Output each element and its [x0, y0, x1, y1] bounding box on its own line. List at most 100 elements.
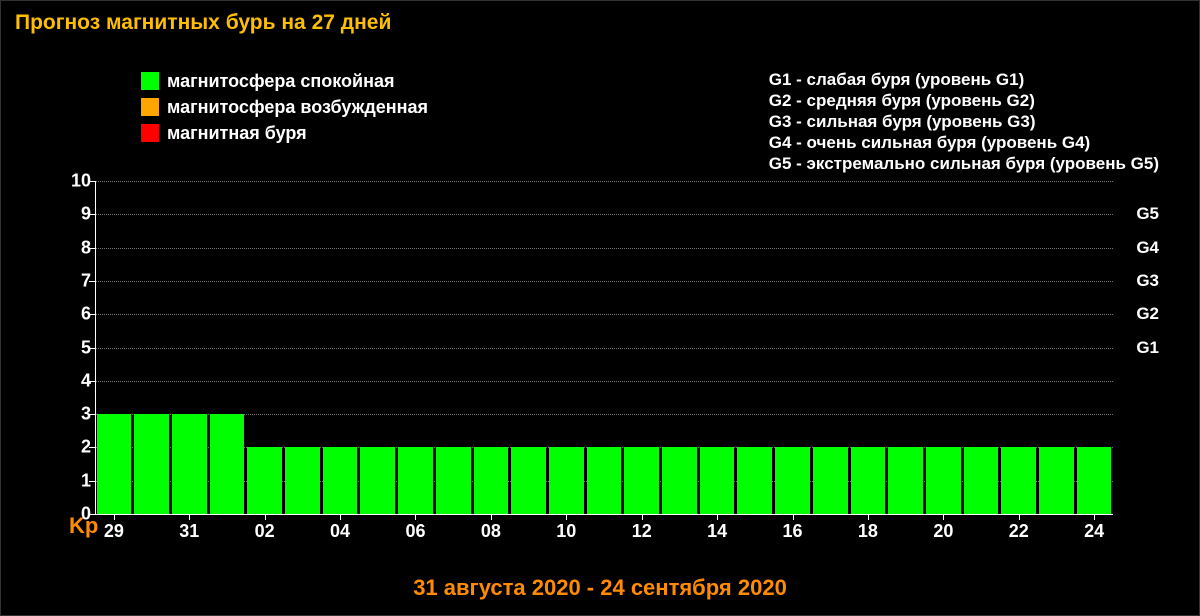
y-tick-label: 6: [65, 304, 91, 325]
bar: [285, 447, 320, 514]
x-tick-label: 02: [255, 521, 275, 542]
x-tick-label: 24: [1084, 521, 1104, 542]
bar: [323, 447, 358, 514]
g-scale-label: G3: [1136, 271, 1159, 291]
bar: [587, 447, 622, 514]
x-tick-mark: [793, 514, 794, 520]
x-tick-mark: [943, 514, 944, 520]
bar: [851, 447, 886, 514]
legend-item: магнитосфера спокойная: [141, 69, 428, 93]
bar: [474, 447, 509, 514]
x-tick-mark: [189, 514, 190, 520]
bar: [134, 414, 169, 514]
x-tick-mark: [642, 514, 643, 520]
y-tick-label: 9: [65, 204, 91, 225]
x-tick-label: 14: [707, 521, 727, 542]
bar: [97, 414, 132, 514]
x-tick-label: 08: [481, 521, 501, 542]
x-tick-mark: [340, 514, 341, 520]
bar: [511, 447, 546, 514]
bar: [1001, 447, 1036, 514]
g-scale-label: G4: [1136, 238, 1159, 258]
g-scale-description: G5 - экстремально сильная буря (уровень …: [769, 153, 1159, 174]
y-tick-label: 1: [65, 470, 91, 491]
legend-g-scale: G1 - слабая буря (уровень G1)G2 - средня…: [769, 69, 1159, 174]
x-tick-label: 04: [330, 521, 350, 542]
bar: [926, 447, 961, 514]
x-tick-mark: [114, 514, 115, 520]
y-tick-label: 0: [65, 504, 91, 525]
x-tick-mark: [1019, 514, 1020, 520]
gridline: [95, 381, 1113, 382]
y-tick-label: 2: [65, 437, 91, 458]
gridline: [95, 414, 1113, 415]
bar: [888, 447, 923, 514]
legend-label: магнитная буря: [167, 121, 307, 145]
gridline: [95, 248, 1113, 249]
bar: [210, 414, 245, 514]
plot-area: 012345678910G1G2G3G4G5293102040608101214…: [95, 181, 1113, 515]
g-scale-description: G4 - очень сильная буря (уровень G4): [769, 132, 1159, 153]
y-tick-label: 7: [65, 270, 91, 291]
y-tick-mark: [89, 514, 95, 515]
legend-item: магнитосфера возбужденная: [141, 95, 428, 119]
x-tick-label: 22: [1009, 521, 1029, 542]
x-tick-label: 31: [179, 521, 199, 542]
x-tick-label: 20: [933, 521, 953, 542]
bar: [549, 447, 584, 514]
x-tick-mark: [566, 514, 567, 520]
x-tick-label: 12: [632, 521, 652, 542]
gridline: [95, 181, 1113, 182]
legend-item: магнитная буря: [141, 121, 428, 145]
bar: [1039, 447, 1074, 514]
gridline: [95, 348, 1113, 349]
bar: [624, 447, 659, 514]
g-scale-description: G2 - средняя буря (уровень G2): [769, 90, 1159, 111]
legend-swatch: [141, 72, 159, 90]
bar: [662, 447, 697, 514]
y-tick-label: 5: [65, 337, 91, 358]
x-tick-mark: [717, 514, 718, 520]
y-tick-label: 4: [65, 370, 91, 391]
gridline: [95, 314, 1113, 315]
x-tick-label: 10: [556, 521, 576, 542]
g-scale-label: G2: [1136, 304, 1159, 324]
bar: [964, 447, 999, 514]
bar: [1077, 447, 1112, 514]
x-tick-label: 29: [104, 521, 124, 542]
bar: [775, 447, 810, 514]
x-tick-mark: [491, 514, 492, 520]
legend-label: магнитосфера возбужденная: [167, 95, 428, 119]
bar: [247, 447, 282, 514]
bar: [172, 414, 207, 514]
chart-container: Прогноз магнитных бурь на 27 дней магнит…: [0, 0, 1200, 616]
g-scale-label: G5: [1136, 204, 1159, 224]
x-axis-title: 31 августа 2020 - 24 сентября 2020: [1, 575, 1199, 601]
legend-states: магнитосфера спокойнаямагнитосфера возбу…: [141, 69, 428, 147]
x-tick-mark: [1094, 514, 1095, 520]
x-tick-label: 06: [405, 521, 425, 542]
gridline: [95, 281, 1113, 282]
bar: [813, 447, 848, 514]
legend-swatch: [141, 124, 159, 142]
legend-swatch: [141, 98, 159, 116]
y-tick-label: 10: [65, 171, 91, 192]
bar: [398, 447, 433, 514]
y-axis-line: [95, 181, 96, 514]
g-scale-description: G3 - сильная буря (уровень G3): [769, 111, 1159, 132]
bar: [436, 447, 471, 514]
x-tick-mark: [265, 514, 266, 520]
chart-area: Kp 012345678910G1G2G3G4G5293102040608101…: [51, 181, 1163, 545]
y-tick-label: 8: [65, 237, 91, 258]
bar: [700, 447, 735, 514]
x-tick-mark: [415, 514, 416, 520]
chart-title: Прогноз магнитных бурь на 27 дней: [15, 11, 391, 35]
x-tick-mark: [868, 514, 869, 520]
x-tick-label: 16: [783, 521, 803, 542]
g-scale-label: G1: [1136, 338, 1159, 358]
y-tick-label: 3: [65, 404, 91, 425]
bar: [360, 447, 395, 514]
bar: [737, 447, 772, 514]
gridline: [95, 214, 1113, 215]
legend-label: магнитосфера спокойная: [167, 69, 395, 93]
